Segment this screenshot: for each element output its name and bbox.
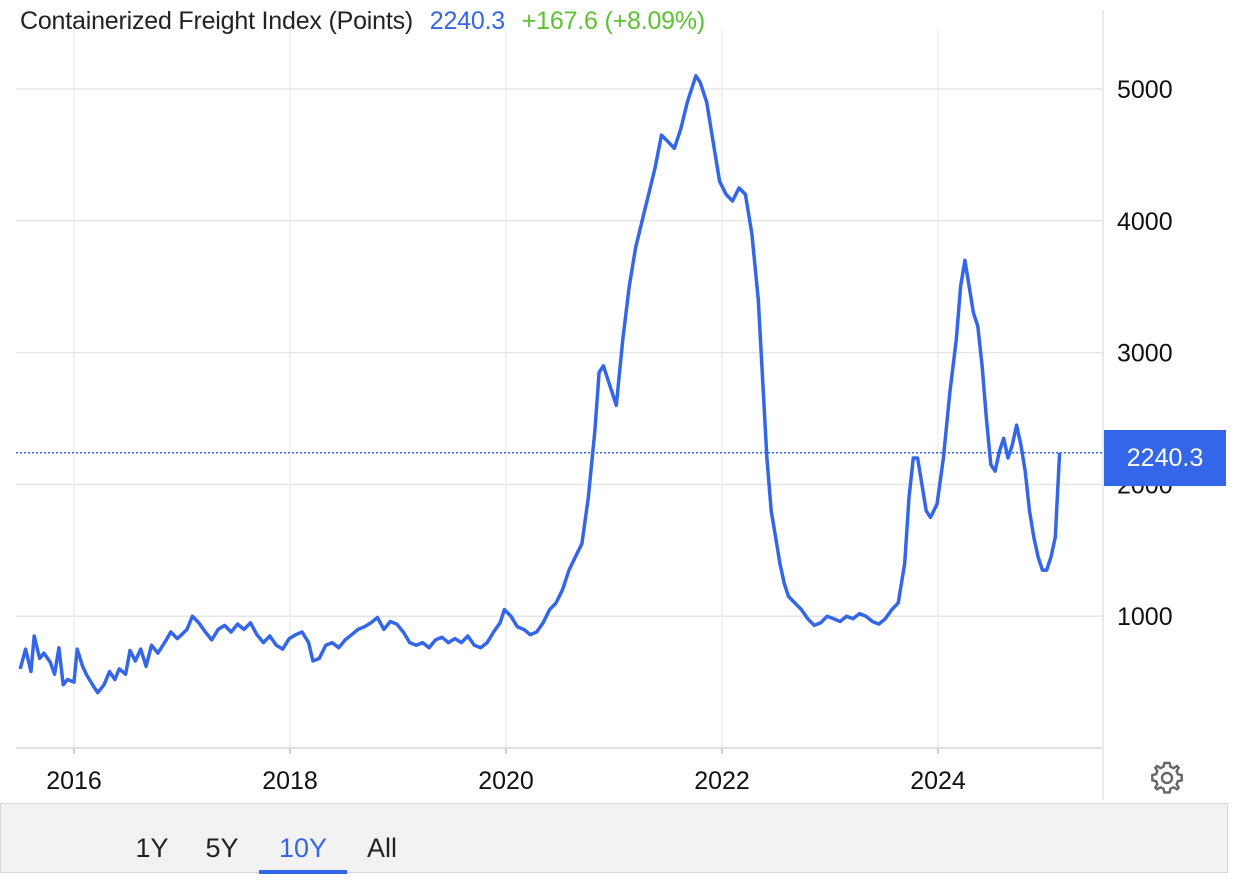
- chart-title: Containerized Freight Index (Points): [20, 7, 413, 35]
- gear-icon[interactable]: [1149, 760, 1185, 796]
- x-tick-label: 2018: [262, 767, 318, 795]
- range-button-1y[interactable]: 1Y: [135, 833, 169, 863]
- y-tick-label: 1000: [1117, 603, 1173, 631]
- y-tick-label: 5000: [1117, 76, 1173, 104]
- y-axis-ticks: 10002000300040005000: [1117, 76, 1173, 631]
- grid: [16, 30, 1103, 748]
- x-axis-ticks: 2016 2018 2020 2022 2024: [46, 767, 966, 795]
- last-price-tag: 2240.3: [1104, 430, 1226, 486]
- range-button-all[interactable]: All: [366, 833, 397, 863]
- x-tick-label: 2020: [478, 767, 534, 795]
- last-value: 2240.3: [429, 7, 506, 35]
- series-line[interactable]: [18, 74, 1062, 695]
- change-value: +167.6 (+8.09%): [521, 7, 706, 35]
- axes: [16, 10, 1104, 800]
- y-tick-label: 3000: [1117, 340, 1173, 368]
- range-button-10y[interactable]: 10Y: [259, 826, 347, 874]
- chart-header: Containerized Freight Index (Points) 224…: [20, 4, 715, 38]
- x-tick-label: 2024: [910, 767, 966, 795]
- range-selector: 1Y 5Y 10Y All: [0, 803, 1228, 874]
- range-button-5y[interactable]: 5Y: [205, 833, 239, 863]
- x-tick-label: 2022: [694, 767, 750, 795]
- y-tick-label: 4000: [1117, 208, 1173, 236]
- x-tick-label: 2016: [46, 767, 102, 795]
